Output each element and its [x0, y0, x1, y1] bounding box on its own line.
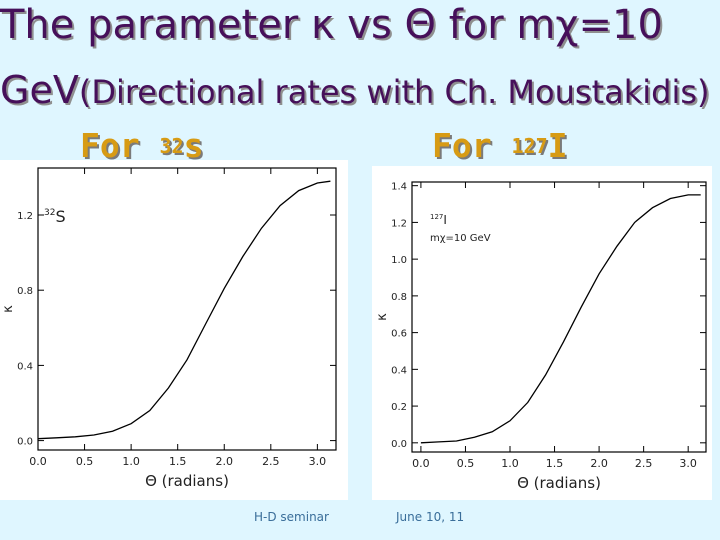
- y-tick-label: 0.8: [391, 292, 407, 303]
- y-tick-label: 1.2: [391, 218, 407, 229]
- heading-right-sup: 127: [511, 134, 548, 158]
- heading-right-prefix: For: [432, 126, 512, 165]
- y-tick-label: 0.6: [391, 329, 407, 340]
- x-axis-label: Θ (radians): [517, 474, 601, 492]
- y-tick-label: 0.4: [391, 365, 407, 376]
- x-tick-label: 0.0: [412, 457, 430, 470]
- chart-panel-sulfur: 0.0 0.5 1.0 1.5 2.0 2.5 3.0 0.0 0.4 0.8 1.2 Θ (radi…: [0, 160, 348, 500]
- x-tick-label: 2.0: [216, 455, 234, 468]
- slide-title-line1: The parameter κ vs Θ for mχ=10: [0, 2, 663, 48]
- nucleus-annotation-iodine: 127I: [430, 213, 447, 227]
- y-tick-label: 0.4: [17, 361, 33, 372]
- x-tick-label: 1.5: [546, 457, 564, 470]
- x-tick-label: 0.5: [76, 455, 94, 468]
- series-line: [420, 194, 701, 444]
- y-axis-label: κ: [375, 313, 390, 321]
- y-tick-label: 0.0: [391, 439, 407, 450]
- y-tick-label: 1.4: [391, 182, 407, 193]
- heading-sulfur: For 32s: [80, 126, 203, 165]
- wimp-mass-annotation: mχ=10 GeV: [430, 233, 491, 244]
- y-tick-label: 1.2: [17, 211, 33, 222]
- kappa-vs-theta-chart-sulfur: 0.0 0.5 1.0 1.5 2.0 2.5 3.0 0.0 0.4 0.8 1.2 Θ (radi…: [1, 167, 337, 490]
- heading-right-suffix: I: [547, 126, 568, 165]
- x-tick-label: 2.5: [262, 455, 280, 468]
- x-axis-label: Θ (radians): [145, 472, 229, 490]
- kappa-vs-theta-chart-iodine: 0.0 0.5 1.0 1.5 2.0 2.5 3.0 0.0 0.2 0.4 0.6 0.8 1.0 1…: [375, 181, 707, 492]
- series-line: [37, 180, 331, 440]
- footer-date: June 10, 11: [396, 510, 465, 524]
- heading-left-sup: 32: [159, 134, 184, 158]
- heading-left-suffix: s: [183, 126, 204, 165]
- y-tick-label: 0.0: [17, 437, 33, 448]
- chart-panel-iodine: 0.0 0.5 1.0 1.5 2.0 2.5 3.0 0.0 0.2 0.4 0.6 0.8 1.0 1…: [372, 166, 712, 500]
- x-tick-label: 3.0: [679, 457, 697, 470]
- x-tick-label: 1.5: [169, 455, 187, 468]
- title-line2-main: GeV: [0, 68, 79, 112]
- y-axis-label: κ: [1, 305, 16, 313]
- nucleus-annotation-sulfur: 32S: [44, 207, 66, 226]
- x-tick-label: 1.0: [501, 457, 519, 470]
- heading-left-prefix: For: [80, 126, 160, 165]
- y-tick-label: 0.8: [17, 286, 33, 297]
- title-line1-text: The parameter κ vs Θ for mχ=10: [0, 2, 663, 48]
- x-tick-label: 0.0: [29, 455, 47, 468]
- plot-frame: [37, 167, 337, 451]
- x-tick-label: 2.0: [590, 457, 608, 470]
- x-tick-label: 1.0: [122, 455, 140, 468]
- y-tick-label: 0.2: [391, 402, 407, 413]
- heading-iodine: For 127I: [432, 126, 567, 165]
- plot-frame: [411, 181, 707, 453]
- slide-title-line2: GeV(Directional rates with Ch. Moustakid…: [0, 68, 710, 112]
- y-tick-label: 1.0: [391, 255, 407, 266]
- title-line2-paren: (Directional rates with Ch. Moustakidis): [78, 73, 710, 111]
- x-tick-label: 3.0: [309, 455, 327, 468]
- footer-seminar: H-D seminar: [254, 510, 329, 524]
- x-tick-label: 2.5: [635, 457, 653, 470]
- x-tick-label: 0.5: [457, 457, 475, 470]
